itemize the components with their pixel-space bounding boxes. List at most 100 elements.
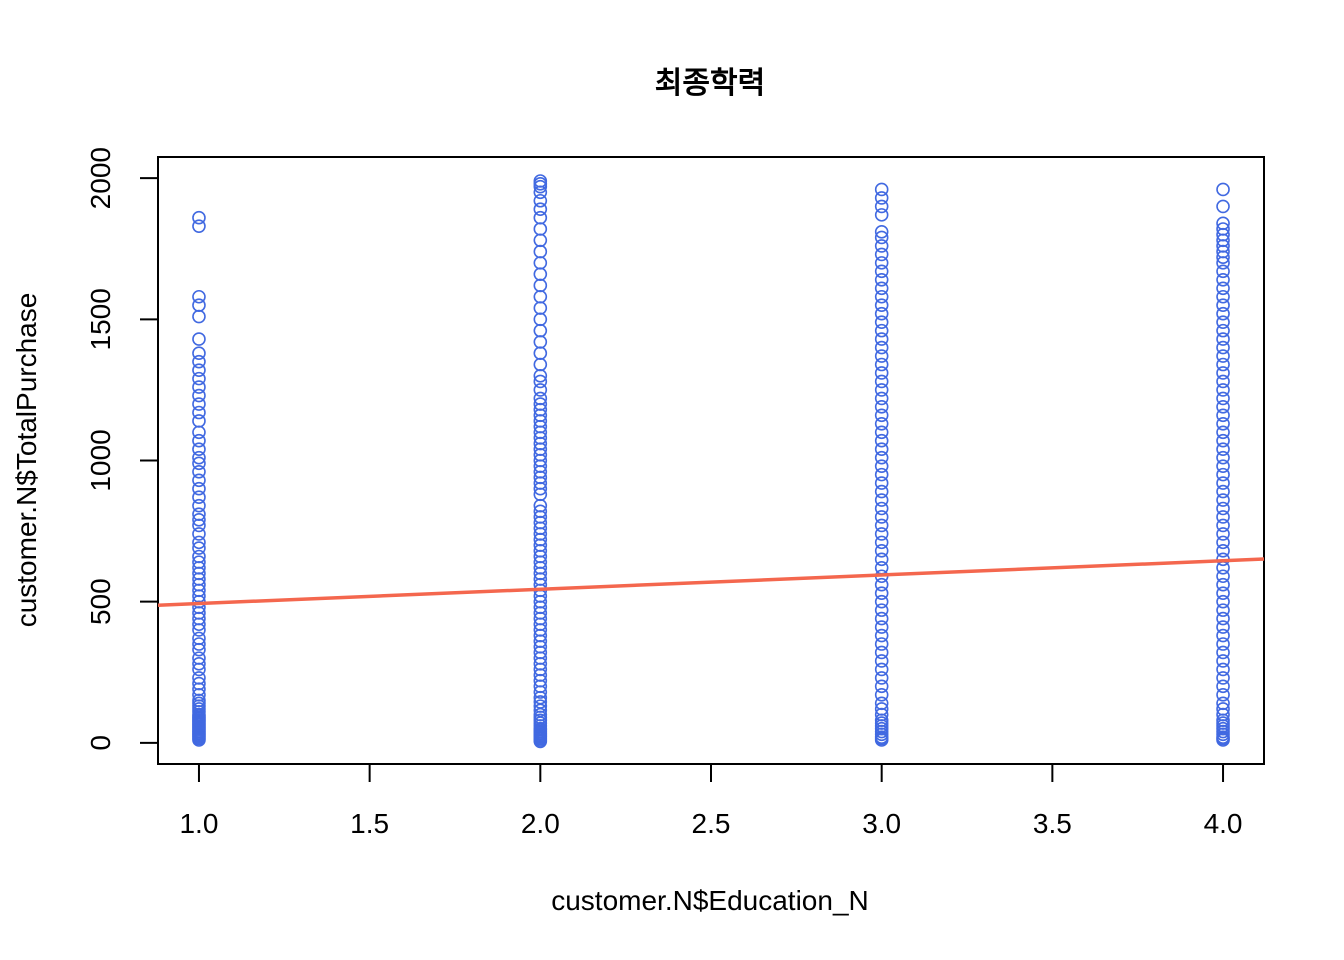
data-point [874,281,889,296]
y-tick-label: 0 [85,735,116,751]
data-point [1216,662,1230,677]
data-point [1216,391,1230,406]
data-point [1216,702,1230,716]
data-point [874,425,889,440]
data-point [1216,577,1230,592]
data-point [192,464,206,479]
data-point [1216,450,1230,465]
data-point [192,442,206,457]
data-point [874,501,889,516]
data-point [1216,620,1230,634]
data-point [192,219,206,233]
data-point [1216,654,1230,668]
data-point [1216,645,1230,660]
data-point [874,527,889,541]
data-point [533,504,548,519]
data-point [874,671,889,685]
data-point [874,273,889,287]
plot-frame [157,156,1265,765]
data-point [192,549,206,564]
regression-line-group [157,557,1265,607]
y-axis: 0 500 1000 1500 2000 [85,147,158,751]
data-point [1216,535,1230,550]
data-point [874,679,889,694]
data-point [874,357,889,372]
data-point [192,535,206,550]
data-point [1216,416,1230,431]
data-point [192,512,206,527]
data-point [192,473,206,488]
x-axis: 1.0 1.5 2.0 2.5 3.0 3.5 4.0 [179,764,1243,839]
chart-title: 최종학력 [655,66,765,101]
data-point [874,552,889,567]
x-tick-label: 1.5 [350,808,389,839]
x-tick-label: 2.0 [521,808,560,839]
data-point [192,631,206,646]
data-point [874,182,889,197]
data-point [192,481,206,496]
data-point [192,450,206,465]
data-point [1216,383,1230,397]
data-point [533,222,548,236]
data-point [874,416,889,431]
data-point [192,332,206,346]
data-point [192,405,206,420]
data-point [192,527,206,541]
data-point [1216,637,1230,651]
data-point [192,388,206,403]
data-point [1216,467,1230,482]
data-point [874,696,889,711]
data-point [192,490,206,505]
data-point [1216,628,1230,643]
x-tick-label: 3.0 [862,808,901,839]
x-tick-label: 3.5 [1033,808,1072,839]
data-point [874,702,889,716]
x-axis-label: customer.N$Education_N [551,885,869,916]
data-point [1216,696,1230,711]
data-point [1216,586,1230,600]
data-point [1216,611,1230,626]
data-point [533,278,548,293]
data-point [533,233,548,248]
data-point [1216,315,1230,329]
data-point [874,450,889,465]
data-point [874,645,889,660]
data-point [192,541,206,555]
data-point [192,397,206,411]
data-point [1216,289,1230,304]
data-point [533,174,548,188]
data-point [1216,366,1230,380]
data-point [874,662,889,677]
data-point [874,374,889,389]
data-point [533,193,548,208]
data-point [874,340,889,355]
data-point [874,366,889,380]
data-point [874,493,889,507]
data-point [192,309,206,324]
data-point [874,518,889,533]
data-point [1216,306,1230,321]
data-point [1216,501,1230,516]
data-point [874,264,889,279]
data-point [1216,671,1230,685]
data-point [874,577,889,592]
data-point [874,247,889,262]
data-point [874,391,889,406]
data-point [874,544,889,558]
data-point [192,651,206,665]
data-point [192,671,206,685]
data-point [192,371,206,386]
data-point [874,256,889,270]
data-point [192,210,206,225]
data-point [533,699,548,713]
x-tick-label: 4.0 [1204,808,1243,839]
data-point [192,555,206,569]
data-point [874,349,889,363]
data-point [874,199,889,214]
data-point [533,267,548,281]
data-point [192,498,206,513]
data-point [874,611,889,626]
data-point [192,637,206,651]
data-point [874,484,889,499]
